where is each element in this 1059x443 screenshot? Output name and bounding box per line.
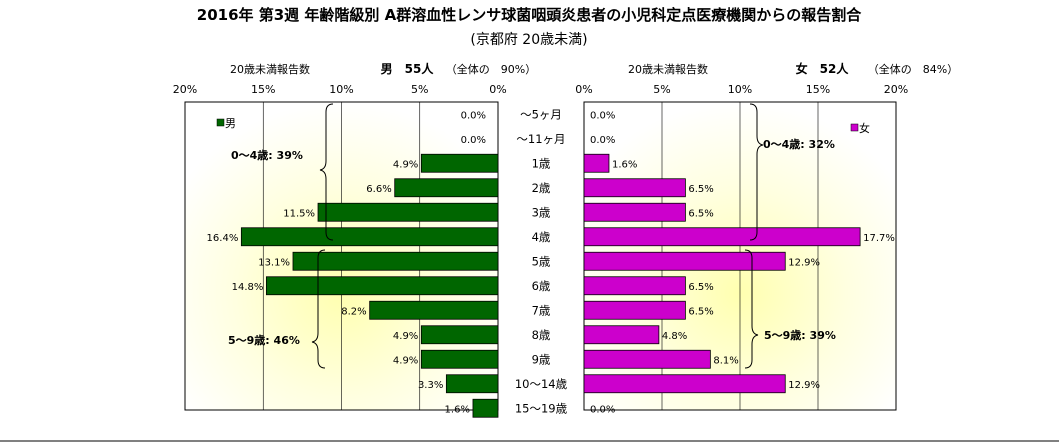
category-label: 1歳 xyxy=(532,156,551,170)
male-bar xyxy=(369,300,499,320)
category-label: 8歳 xyxy=(532,328,551,342)
male-data-label: 14.8% xyxy=(232,282,264,293)
category-label: 2歳 xyxy=(532,181,551,195)
male-legend-label: 男 xyxy=(225,117,236,130)
male-axis-tick: 0% xyxy=(489,83,506,96)
male-bar xyxy=(317,202,499,222)
female-data-label: 4.8% xyxy=(662,331,687,342)
female-legend-label: 女 xyxy=(859,121,870,135)
female-data-label: 6.5% xyxy=(688,306,713,317)
male-data-label: 13.1% xyxy=(258,257,290,268)
female-data-label: 12.9% xyxy=(788,380,820,391)
male-bar xyxy=(420,153,499,173)
male-share: （全体の 90%） xyxy=(446,62,536,76)
female-data-label: 0.0% xyxy=(590,135,615,146)
male-data-label: 4.9% xyxy=(393,159,418,170)
male-data-label: 3.3% xyxy=(418,380,443,391)
female-bar xyxy=(583,300,686,320)
male-bar xyxy=(445,374,499,394)
male-data-label: 6.6% xyxy=(366,184,391,195)
male-bar xyxy=(292,251,499,271)
female-axis-tick: 15% xyxy=(806,83,830,96)
male-0-4-brace xyxy=(319,103,334,241)
category-label: 3歳 xyxy=(532,205,551,219)
female-bar xyxy=(583,202,686,222)
female-data-label: 8.1% xyxy=(713,355,738,366)
female-bar xyxy=(583,276,686,296)
female-bar xyxy=(583,227,861,247)
female-data-label: 6.5% xyxy=(688,208,713,219)
category-label: 10～14歳 xyxy=(515,377,568,391)
male-bar xyxy=(265,276,499,296)
male-data-label: 11.5% xyxy=(283,208,315,219)
female-0-4-brace xyxy=(749,103,764,241)
category-labels: ～5ヶ月 ～11ヶ月 1歳 2歳 3歳 4歳 5歳 6歳 7歳 8歳 9歳 10～14歳 15～19歳 xyxy=(515,107,568,415)
female-0-4-annotation: 0～4歳: 32% xyxy=(763,137,835,151)
female-5-9-annotation: 5～9歳: 39% xyxy=(764,328,836,342)
female-data-label: 12.9% xyxy=(788,257,820,268)
male-count: 男 55人 xyxy=(381,61,435,76)
male-data-label: 4.9% xyxy=(393,355,418,366)
female-data-label: 1.6% xyxy=(612,159,637,170)
male-bar xyxy=(420,349,499,369)
category-label: 4歳 xyxy=(532,230,551,244)
male-axis-tick: 5% xyxy=(411,83,428,96)
male-bar xyxy=(394,178,499,198)
female-bar xyxy=(583,153,610,173)
category-label: 9歳 xyxy=(532,352,551,366)
category-label: 6歳 xyxy=(532,279,551,293)
category-label: 7歳 xyxy=(532,303,551,317)
male-data-label: 0.0% xyxy=(461,135,486,146)
male-axis-tick: 15% xyxy=(251,83,275,96)
axis-ticks: 20% 15% 10% 5% 0% 0% 5% 10% 15% 20% xyxy=(173,83,908,96)
female-axis-tick: 5% xyxy=(653,83,670,96)
female-count-label: 20歳未満報告数 xyxy=(628,63,708,76)
chart-title: 2016年 第3週 年齢階級別 A群溶血性レンサ球菌咽頭炎患者の小児科定点医療機… xyxy=(197,6,862,24)
female-5-9-brace xyxy=(744,249,759,369)
category-label: 5歳 xyxy=(532,254,551,268)
female-bar xyxy=(583,325,660,345)
female-bar xyxy=(583,178,686,198)
female-bar xyxy=(583,374,786,394)
category-label: 15～19歳 xyxy=(515,401,568,415)
female-share: （全体の 84%） xyxy=(868,62,958,76)
female-data-label: 17.7% xyxy=(863,233,895,244)
male-bar xyxy=(240,227,499,247)
male-data-label: 1.6% xyxy=(445,404,470,415)
male-data-label: 0.0% xyxy=(461,110,486,121)
female-legend-swatch xyxy=(850,123,859,132)
female-count: 女 52人 xyxy=(796,61,850,76)
female-axis-tick: 20% xyxy=(884,83,908,96)
female-data-label: 6.5% xyxy=(688,282,713,293)
bars xyxy=(240,153,861,418)
male-data-label: 4.9% xyxy=(393,331,418,342)
female-data-label: 0.0% xyxy=(590,404,615,415)
female-bar xyxy=(583,251,786,271)
male-bar xyxy=(472,398,499,418)
male-5-9-annotation: 5～9歳: 46% xyxy=(228,333,300,347)
male-data-label: 8.2% xyxy=(341,306,366,317)
female-data-label: 0.0% xyxy=(590,110,615,121)
female-bar xyxy=(583,349,711,369)
male-count-label: 20歳未満報告数 xyxy=(230,63,310,76)
female-data-label: 6.5% xyxy=(688,184,713,195)
chart-subtitle: (京都府 20歳未満) xyxy=(470,32,587,48)
male-legend-swatch xyxy=(216,118,225,127)
data-labels: 0.0% 0.0% 0.0% 0.0% 4.9% 1.6% 6.6% 6.5% 11.5% 6.5… xyxy=(207,110,895,415)
male-bar xyxy=(420,325,499,345)
male-5-9-brace xyxy=(311,249,326,369)
male-axis-tick: 20% xyxy=(173,83,197,96)
male-axis-tick: 10% xyxy=(329,83,353,96)
category-label: ～11ヶ月 xyxy=(516,132,565,146)
male-data-label: 16.4% xyxy=(207,233,239,244)
category-label: ～5ヶ月 xyxy=(520,107,562,121)
female-axis-tick: 10% xyxy=(728,83,752,96)
female-axis-tick: 0% xyxy=(575,83,592,96)
male-0-4-annotation: 0～4歳: 39% xyxy=(231,148,303,162)
